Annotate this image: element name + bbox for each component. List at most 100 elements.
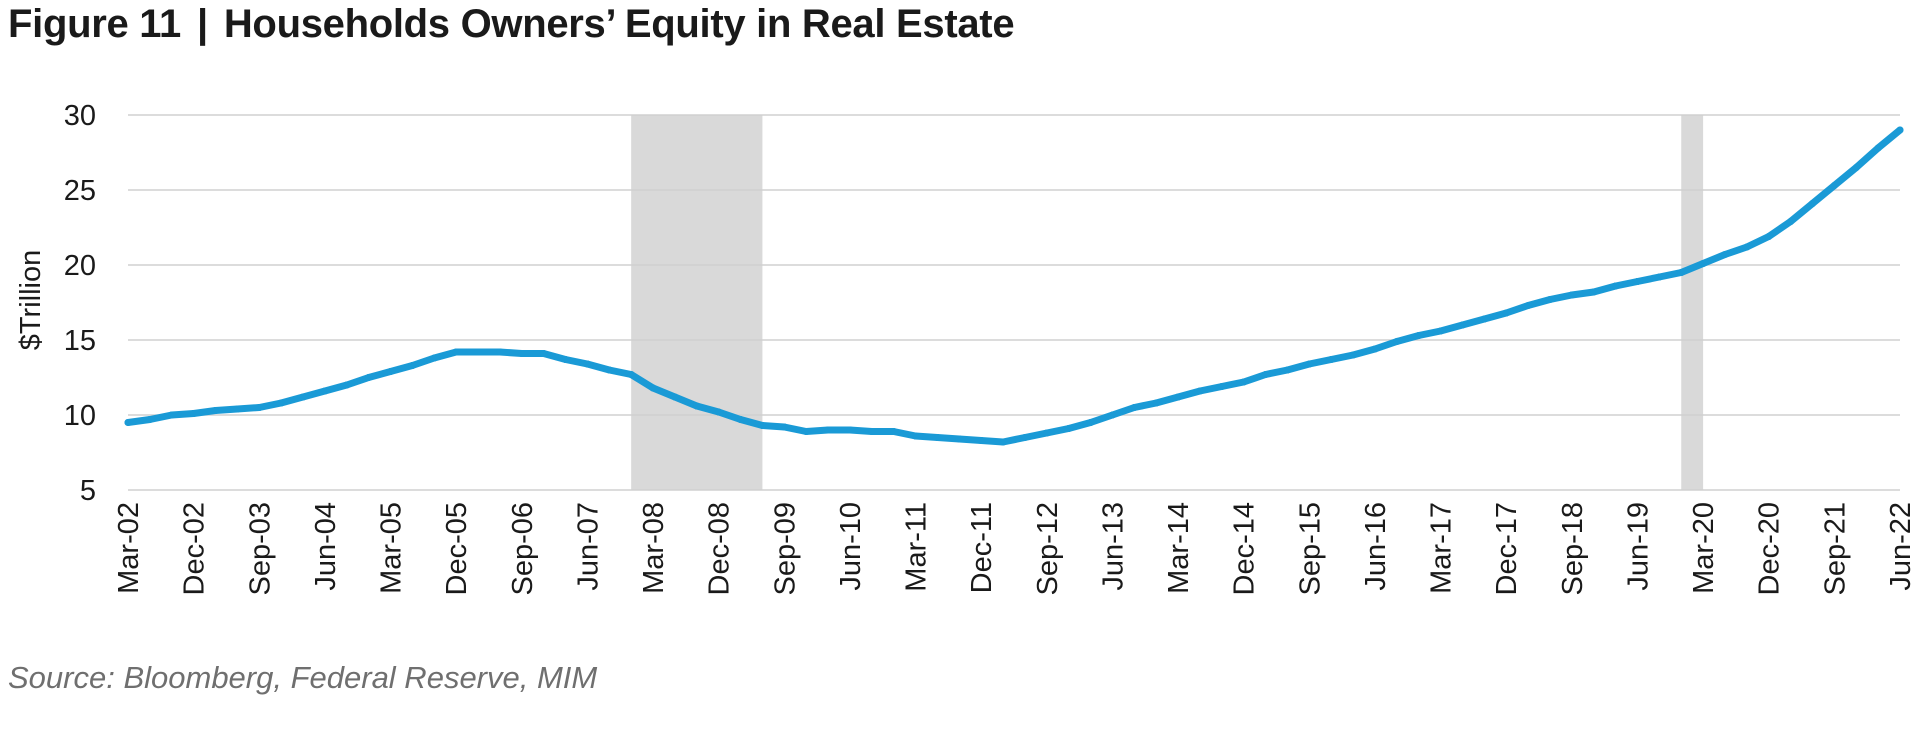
- data-point: [1480, 315, 1488, 323]
- data-point: [299, 393, 307, 401]
- y-tick-label: 15: [64, 325, 96, 357]
- series-segment: [671, 393, 701, 410]
- data-point: [824, 426, 832, 434]
- series-segment: [605, 366, 635, 378]
- y-tick-label: 20: [64, 250, 96, 282]
- y-tick-label: 10: [64, 400, 96, 432]
- series-segment: [649, 384, 679, 401]
- title-separator: |: [196, 2, 208, 46]
- data-point: [1437, 327, 1445, 335]
- series-segment: [1524, 296, 1554, 309]
- data-point: [212, 407, 220, 414]
- series-segment: [365, 368, 395, 381]
- series-segment: [1371, 338, 1401, 353]
- x-tick-label: Mar-14: [1163, 502, 1195, 594]
- series-segment: [299, 387, 329, 401]
- x-tick-label: Jun-13: [1097, 502, 1129, 591]
- x-tick-label: Jun-16: [1360, 502, 1392, 591]
- data-point: [1502, 309, 1510, 317]
- series-segment: [277, 393, 307, 407]
- data-point: [1327, 356, 1335, 363]
- x-tick-label: Dec-17: [1491, 502, 1523, 596]
- series-segment: [1437, 321, 1466, 335]
- x-tick-label: Sep-12: [1032, 502, 1064, 596]
- series-segment: [124, 416, 154, 426]
- data-point: [1196, 387, 1204, 395]
- series-segment: [977, 437, 1007, 446]
- data-point: [671, 393, 679, 401]
- data-point: [1262, 371, 1270, 378]
- data-point: [1458, 321, 1466, 329]
- data-point: [1874, 144, 1882, 152]
- data-point: [999, 438, 1007, 446]
- x-tick-label: Mar-20: [1688, 502, 1720, 594]
- series-segment: [321, 381, 351, 395]
- series-segment: [912, 432, 941, 441]
- data-point: [518, 350, 526, 357]
- data-point: [846, 426, 854, 434]
- series-segment: [999, 434, 1029, 446]
- series-segment: [1787, 200, 1816, 225]
- data-point: [474, 348, 482, 356]
- series-segment: [1152, 393, 1182, 407]
- x-tick-label: Dec-20: [1754, 502, 1786, 596]
- data-point: [649, 384, 657, 392]
- x-tick-label: Jun-22: [1885, 502, 1913, 591]
- chart-title: Figure 11 | Households Owners’ Equity in R…: [8, 2, 1015, 47]
- data-point: [737, 416, 745, 423]
- data-point: [168, 411, 176, 419]
- series-segment: [430, 348, 460, 362]
- x-tick-label: Mar-17: [1426, 502, 1458, 594]
- data-point: [955, 435, 963, 443]
- data-point: [1830, 182, 1838, 189]
- figure-title: Households Owners’ Equity in Real Estate: [223, 2, 1015, 46]
- y-tick-label: 30: [64, 100, 96, 132]
- data-point: [1305, 360, 1313, 368]
- data-point: [1808, 200, 1816, 207]
- series-segment: [1699, 251, 1729, 267]
- data-point: [430, 354, 438, 362]
- series-segment: [627, 371, 657, 392]
- data-point: [1655, 273, 1663, 281]
- series-segment: [1262, 366, 1291, 378]
- data-point: [1152, 399, 1160, 407]
- data-point: [124, 419, 132, 426]
- data-point: [1590, 288, 1598, 296]
- x-tick-label: Mar-08: [638, 502, 670, 594]
- x-axis-ticks: Mar-02 Dec-02 Sep-03 Jun-04 Mar-05 Dec-05 Sep-…: [113, 502, 1913, 596]
- series-segment: [1480, 309, 1510, 323]
- data-point: [1130, 404, 1138, 411]
- series-segment: [1612, 278, 1641, 290]
- data-point: [1108, 411, 1116, 419]
- shaded-period-2: [1681, 115, 1704, 490]
- series-segment: [343, 374, 373, 389]
- data-point: [890, 428, 898, 435]
- x-tick-label: Sep-15: [1294, 502, 1326, 596]
- series-segment: [1393, 332, 1423, 345]
- series-segment: [255, 399, 285, 411]
- gridlines: [128, 114, 1900, 491]
- data-point: [1393, 338, 1401, 345]
- series-segment: [693, 402, 723, 416]
- series-segment: [846, 426, 876, 435]
- x-tick-label: Sep-21: [1819, 502, 1851, 596]
- data-point: [1612, 282, 1620, 290]
- series-segment: [190, 407, 220, 417]
- data-point: [977, 437, 985, 444]
- series-segment: [802, 426, 832, 435]
- data-point: [233, 405, 241, 413]
- data-point: [1524, 302, 1532, 309]
- data-point: [1043, 429, 1051, 437]
- series-segment: [1087, 411, 1116, 426]
- series-segment: [233, 404, 263, 413]
- x-tick-label: Mar-02: [113, 502, 145, 594]
- series-segment: [1546, 291, 1576, 303]
- series-segment: [1196, 383, 1226, 395]
- data-point: [1699, 260, 1707, 267]
- series-segment: [1021, 429, 1051, 441]
- data-point: [496, 348, 504, 356]
- data-point: [365, 374, 373, 381]
- series-segment: [583, 360, 613, 374]
- y-axis-label: $Trillion: [15, 250, 47, 350]
- x-tick-label: Dec-05: [441, 502, 473, 596]
